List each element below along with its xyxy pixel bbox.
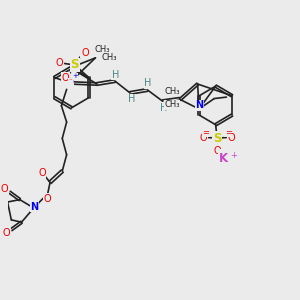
Text: +: + <box>72 73 78 79</box>
Text: CH₃: CH₃ <box>94 45 110 54</box>
Text: H: H <box>144 78 152 88</box>
Text: O: O <box>56 58 63 68</box>
Text: O: O <box>213 146 221 156</box>
Text: CH₃: CH₃ <box>164 87 180 96</box>
Text: O: O <box>1 184 8 194</box>
Text: O: O <box>61 73 69 83</box>
Text: +: + <box>230 151 236 160</box>
Text: N: N <box>30 202 38 212</box>
Text: CH₃: CH₃ <box>164 100 180 109</box>
Text: H: H <box>128 94 135 104</box>
Text: N: N <box>65 76 73 85</box>
Text: O: O <box>3 228 10 238</box>
Text: S: S <box>70 58 79 71</box>
Text: O: O <box>227 133 235 142</box>
Text: O: O <box>81 47 89 58</box>
Text: H: H <box>112 70 119 80</box>
Text: O: O <box>43 194 51 204</box>
Text: CH₃: CH₃ <box>102 53 117 62</box>
Text: H: H <box>160 103 168 113</box>
Text: O: O <box>38 169 46 178</box>
Text: ⁻: ⁻ <box>219 150 223 156</box>
Text: =: = <box>202 128 209 137</box>
Text: N: N <box>196 100 204 110</box>
Text: S: S <box>213 132 221 145</box>
Text: K: K <box>219 152 228 165</box>
Text: ⁻: ⁻ <box>68 78 72 84</box>
Text: =: = <box>225 128 232 137</box>
Text: O: O <box>199 133 207 142</box>
